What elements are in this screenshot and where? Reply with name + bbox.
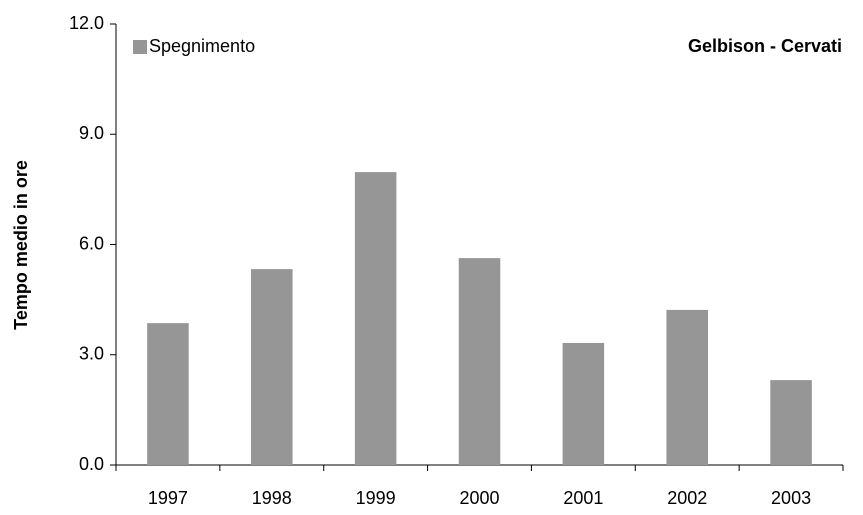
bar (458, 258, 501, 465)
y-tick-label: 12.0 (69, 13, 104, 33)
chart-title: Gelbison - Cervati (688, 36, 842, 56)
x-tick-label: 2001 (563, 488, 603, 508)
bar (770, 380, 812, 465)
y-tick-label: 6.0 (79, 233, 104, 253)
x-tick-label: 1998 (252, 488, 292, 508)
x-tick-label: 2003 (771, 488, 811, 508)
y-tick-label: 9.0 (79, 123, 104, 143)
y-tick-label: 3.0 (79, 344, 104, 364)
bar (354, 172, 397, 466)
legend-swatch (133, 40, 147, 54)
bar (147, 323, 189, 465)
x-tick-label: 2002 (667, 488, 707, 508)
bar (562, 342, 605, 465)
x-tick-label: 2000 (459, 488, 499, 508)
x-tick-label: 1999 (356, 488, 396, 508)
x-tick-label: 1997 (148, 488, 188, 508)
bar (666, 309, 708, 465)
bar (251, 269, 293, 465)
y-axis-label: Tempo medio in ore (11, 160, 31, 330)
y-tick-label: 0.0 (79, 454, 104, 474)
legend-label: Spegnimento (149, 36, 255, 56)
